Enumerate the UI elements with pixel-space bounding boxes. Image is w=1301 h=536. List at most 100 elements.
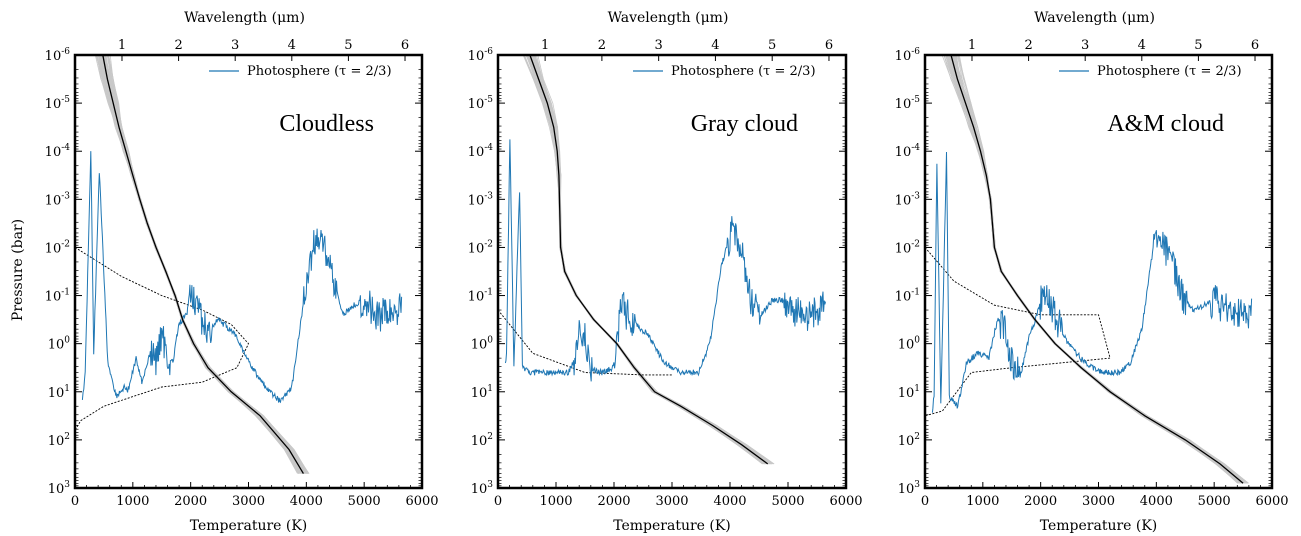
sample-profile: [105, 55, 306, 474]
panel-title: Cloudless: [279, 111, 374, 137]
top-tick-label: 2: [1024, 38, 1032, 53]
median-profile: [529, 55, 769, 465]
y-tick-label: 10-3: [468, 191, 494, 208]
sample-profile: [99, 55, 300, 474]
x-tick-label: 3000: [655, 494, 688, 509]
plot-area: [75, 55, 403, 474]
sample-profile: [94, 55, 300, 474]
sample-profile: [107, 55, 309, 474]
sample-profile: [100, 55, 302, 474]
sample-profile: [99, 55, 301, 474]
y-tick-label: 10-1: [45, 288, 70, 305]
y-tick-label: 10-6: [895, 47, 921, 64]
y-tick-label: 10-5: [45, 95, 71, 112]
sample-profile: [103, 55, 305, 474]
y-tick-label: 10-5: [895, 95, 921, 112]
top-tick-label: 6: [825, 38, 833, 53]
y-tick-label: 103: [471, 480, 494, 497]
top-tick-label: 5: [768, 38, 776, 53]
sample-profile: [96, 55, 300, 474]
x-tick-label: 1000: [116, 494, 149, 509]
median-profile: [950, 55, 1244, 484]
y-tick-label: 10-4: [45, 143, 71, 160]
sample-profile: [107, 55, 309, 474]
y-tick-label: 102: [48, 432, 70, 449]
sample-profile: [104, 55, 308, 474]
legend-label: Photosphere (τ = 2/3): [247, 64, 392, 79]
top-tick-label: 1: [541, 38, 549, 53]
x-tick-label: 3000: [232, 494, 265, 509]
sample-profile: [103, 55, 306, 474]
y-tick-label: 10-6: [468, 47, 494, 64]
top-tick-label: 5: [344, 38, 352, 53]
y-tick-label: 101: [48, 384, 70, 401]
y-tick-label: 10-5: [468, 95, 494, 112]
sample-profile: [100, 55, 303, 474]
plot-area: [498, 55, 826, 465]
x-tick-label: 1000: [539, 494, 572, 509]
x-tick-label: 0: [494, 494, 502, 509]
x-tick-label: 2000: [174, 494, 207, 509]
sample-profile: [97, 55, 299, 474]
condensate-profile: [925, 247, 1111, 417]
y-tick-label: 10-4: [895, 143, 921, 160]
x-axis-label: Temperature (K): [1040, 518, 1158, 534]
sample-profile: [101, 55, 305, 474]
sample-profile: [104, 55, 304, 474]
sample-profile: [98, 55, 301, 474]
y-tick-label: 10-6: [45, 47, 71, 64]
sample-profile: [104, 55, 308, 474]
sample-profile: [108, 55, 308, 474]
top-tick-label: 2: [174, 38, 182, 53]
top-tick-label: 1: [968, 38, 976, 53]
sample-profile: [102, 55, 304, 474]
y-tick-label: 10-2: [468, 239, 493, 256]
sample-profile: [98, 55, 300, 474]
x-tick-label: 2000: [597, 494, 630, 509]
sample-profile: [108, 55, 308, 474]
y-tick-label: 10-2: [895, 239, 920, 256]
top-axis-label: Wavelength (μm): [1034, 10, 1155, 26]
x-tick-label: 6000: [1255, 494, 1288, 509]
sample-profile: [107, 55, 307, 474]
photosphere-line: [81, 151, 403, 404]
top-tick-label: 4: [288, 38, 296, 53]
top-tick-label: 4: [711, 38, 719, 53]
panel-title: A&M cloud: [1107, 111, 1224, 137]
top-tick-label: 3: [231, 38, 239, 53]
panel-gray-cloud: 0 1000 2000 3000 4000 5000 6000 Temperature (K)…: [468, 10, 863, 534]
panel-title: Gray cloud: [691, 111, 798, 137]
x-tick-label: 5000: [1198, 494, 1231, 509]
y-tick-label: 10-3: [45, 191, 71, 208]
y-tick-label: 10-3: [895, 191, 921, 208]
x-tick-label: 4000: [290, 494, 323, 509]
top-axis-label: Wavelength (μm): [608, 10, 729, 26]
sample-profile: [105, 55, 306, 474]
sample-profile: [99, 55, 302, 474]
x-tick-label: 4000: [1140, 494, 1173, 509]
x-axis-label: Temperature (K): [190, 518, 308, 534]
panel-am-cloud: 0 1000 2000 3000 4000 5000 6000 Temperature (K)…: [895, 10, 1289, 534]
x-tick-label: 6000: [405, 494, 438, 509]
y-tick-label: 101: [471, 384, 493, 401]
x-tick-label: 6000: [829, 494, 862, 509]
photosphere-line: [504, 139, 826, 382]
x-tick-label: 0: [921, 494, 929, 509]
sample-profile: [104, 55, 305, 474]
top-tick-label: 1: [118, 38, 126, 53]
y-axis-label: Pressure (bar): [10, 219, 26, 321]
sample-profile: [98, 55, 299, 474]
top-tick-label: 6: [1251, 38, 1259, 53]
y-tick-label: 103: [898, 480, 921, 497]
sample-profile: [106, 55, 308, 474]
top-tick-label: 6: [401, 38, 409, 53]
sample-profile: [95, 55, 300, 474]
sample-profile: [103, 55, 306, 474]
x-tick-label: 0: [71, 494, 79, 509]
x-tick-label: 5000: [348, 494, 381, 509]
top-tick-label: 3: [1081, 38, 1089, 53]
sample-profile: [102, 55, 304, 474]
top-tick-label: 3: [655, 38, 663, 53]
sample-profile: [99, 55, 303, 474]
